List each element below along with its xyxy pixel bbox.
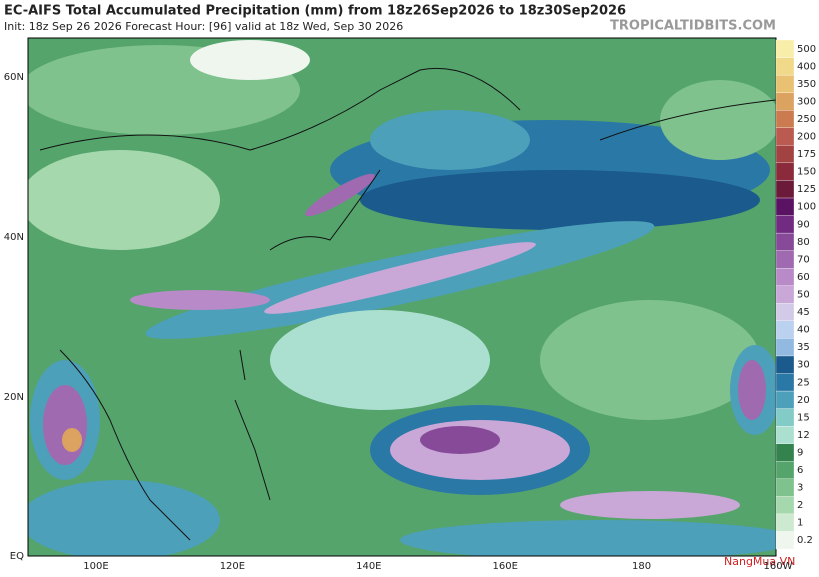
colorbar-cell xyxy=(775,127,795,146)
colorbar-label: 350 xyxy=(797,79,816,90)
colorbar-cell xyxy=(775,303,795,321)
colorbar-cell xyxy=(775,425,795,444)
colorbar-label: 200 xyxy=(797,132,816,143)
colorbar-cell xyxy=(775,215,795,234)
colorbar-cell xyxy=(775,197,795,216)
colorbar-label: 25 xyxy=(797,377,810,388)
colorbar-label: 35 xyxy=(797,342,810,353)
subtitle: Init: 18z Sep 26 2026 Forecast Hour: [96… xyxy=(4,20,403,33)
colorbar-label: 500 xyxy=(797,44,816,55)
colorbar-label: 80 xyxy=(797,237,810,248)
lon-label: 120E xyxy=(220,561,245,572)
lon-label: 180 xyxy=(632,561,651,572)
colorbar-cell xyxy=(775,110,795,128)
colorbar-cell xyxy=(775,250,795,269)
colorbar-cell xyxy=(775,390,795,409)
colorbar-label: 400 xyxy=(797,61,816,72)
colorbar-label: 90 xyxy=(797,219,810,230)
colorbar-cell xyxy=(775,268,795,286)
colorbar-label: 20 xyxy=(797,395,810,406)
lat-label: 20N xyxy=(4,392,24,403)
colorbar-cell xyxy=(775,338,795,357)
lon-label: 140E xyxy=(356,561,381,572)
lat-label: EQ xyxy=(10,551,24,562)
colorbar-label: 6 xyxy=(797,465,803,476)
colorbar-label: 175 xyxy=(797,149,816,160)
lon-label: 160W xyxy=(764,561,793,572)
colorbar-label: 30 xyxy=(797,360,810,371)
colorbar-label: 60 xyxy=(797,272,810,283)
colorbar-cell xyxy=(775,92,795,111)
colorbar-cell xyxy=(775,531,795,550)
lon-label: 100E xyxy=(83,561,108,572)
colorbar-cell xyxy=(775,513,795,532)
colorbar-cell xyxy=(775,320,795,339)
colorbar-cell xyxy=(775,285,795,304)
colorbar-label: 70 xyxy=(797,254,810,265)
colorbar-label: 9 xyxy=(797,447,803,458)
watermark: NangMua.VN xyxy=(724,555,795,568)
colorbar-cell xyxy=(775,145,795,164)
colorbar-cell xyxy=(775,74,795,93)
colorbar-label: 3 xyxy=(797,483,803,494)
colorbar-label: 125 xyxy=(797,184,816,195)
colorbar-label: 100 xyxy=(797,202,816,213)
colorbar-cell xyxy=(775,443,795,462)
lon-label: 160E xyxy=(492,561,517,572)
colorbar-label: 15 xyxy=(797,412,810,423)
lat-label: 60N xyxy=(4,72,24,83)
colorbar-cell xyxy=(775,496,795,515)
colorbar-cell xyxy=(775,355,795,374)
source: TROPICALTIDBITS.COM xyxy=(610,19,776,34)
colorbar-cell xyxy=(775,39,795,58)
colorbar-cell xyxy=(775,57,795,76)
colorbar-label: 40 xyxy=(797,325,810,336)
colorbar-label: 1 xyxy=(797,518,803,529)
colorbar-cell xyxy=(775,373,795,392)
lat-label: 40N xyxy=(4,232,24,243)
colorbar-label: 150 xyxy=(797,167,816,178)
colorbar-label: 2 xyxy=(797,500,803,511)
title: EC-AIFS Total Accumulated Precipitation … xyxy=(4,4,626,19)
colorbar-cell xyxy=(775,180,795,199)
colorbar-label: 0.2 xyxy=(797,535,813,546)
colorbar-label: 45 xyxy=(797,307,810,318)
colorbar-cell xyxy=(775,232,795,251)
colorbar-cell xyxy=(775,408,795,427)
colorbar-cell xyxy=(775,478,795,497)
colorbar-cell xyxy=(775,461,795,479)
colorbar-label: 300 xyxy=(797,96,816,107)
precip-field xyxy=(28,38,776,556)
colorbar-label: 250 xyxy=(797,114,816,125)
colorbar-label: 50 xyxy=(797,290,810,301)
colorbar-label: 12 xyxy=(797,430,810,441)
colorbar-cell xyxy=(775,162,795,181)
